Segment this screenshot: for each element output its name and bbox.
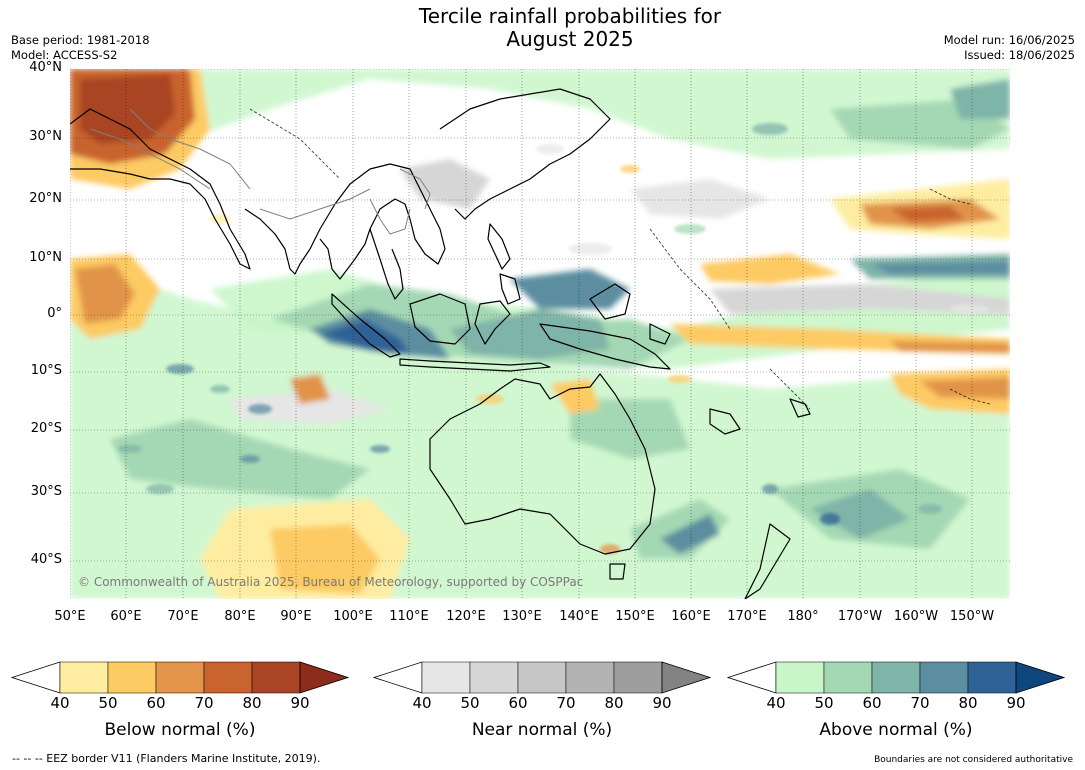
map-title: Tercile rainfall probabilities for August…	[0, 5, 1085, 51]
lon-label: 170°W	[837, 609, 883, 624]
lat-label: 10°N	[29, 250, 62, 265]
lon-label: 170°E	[727, 609, 767, 624]
colorbar-graphic	[726, 661, 1066, 694]
lat-label: 20°N	[29, 191, 62, 206]
colorbar-3	[726, 661, 1066, 698]
colorbar-tick-label: 40	[412, 694, 432, 712]
colorbar-tick-label: 90	[1006, 694, 1026, 712]
colorbar-swatch	[823, 661, 873, 694]
colorbar-arrow-left-icon	[372, 661, 423, 694]
coastlines	[70, 88, 811, 599]
eez-legend-note: -- -- -- EEZ border V11 (Flanders Marine…	[12, 752, 321, 765]
colorbar-tick-label: 70	[556, 694, 576, 712]
colorbar-tick-label: 60	[508, 694, 528, 712]
lon-label: 130°E	[502, 609, 542, 624]
colorbar-tick-label: 40	[50, 694, 70, 712]
lat-label: 40°S	[30, 552, 62, 567]
colorbar-swatch	[469, 661, 519, 694]
colorbar-arrow-right-icon	[661, 661, 712, 694]
colorbar-swatch	[871, 661, 921, 694]
colorbar-swatch	[967, 661, 1017, 694]
colorbar-swatch	[565, 661, 615, 694]
lon-label: 90°E	[280, 609, 312, 624]
colorbar-tick-label: 80	[958, 694, 978, 712]
lon-label: 180°	[787, 609, 819, 624]
map-title-line-2: August 2025	[506, 27, 634, 51]
colorbar-arrow-right-icon	[1015, 661, 1066, 694]
colorbar-arrow-left-icon	[10, 661, 61, 694]
colorbar-tick-label: 50	[814, 694, 834, 712]
eez-borders	[249, 108, 991, 410]
lon-label: 150°E	[615, 609, 655, 624]
colorbar-tick-label: 70	[194, 694, 214, 712]
lon-label: 70°E	[167, 609, 199, 624]
colorbar-arrow-right-icon	[299, 661, 350, 694]
boundaries-disclaimer: Boundaries are not considered authoritat…	[874, 755, 1073, 765]
lon-label: 120°E	[446, 609, 486, 624]
base-period: Base period: 1981-2018	[11, 33, 150, 47]
colorbar-tick-label: 90	[290, 694, 310, 712]
lat-label: 10°S	[30, 363, 62, 378]
probability-field	[70, 69, 1010, 599]
colorbar-swatch	[775, 661, 825, 694]
lat-lon-grid	[70, 69, 1010, 599]
colorbar-title: Near normal (%)	[471, 720, 613, 740]
colorbar-tick-label: 80	[242, 694, 262, 712]
colorbar-swatch	[59, 661, 109, 694]
lon-label: 140°E	[559, 609, 599, 624]
colorbar-swatch	[203, 661, 253, 694]
colorbar-title: Above normal (%)	[819, 720, 973, 740]
colorbar-swatch	[517, 661, 567, 694]
lon-label: 110°E	[389, 609, 429, 624]
colorbar-swatch	[107, 661, 157, 694]
colorbar-tick-label: 80	[604, 694, 624, 712]
lon-label: 160°W	[893, 609, 939, 624]
lat-label: 30°N	[29, 129, 62, 144]
lat-label: 20°S	[30, 421, 62, 436]
lat-label: 0°	[47, 306, 62, 321]
lon-label: 60°E	[110, 609, 142, 624]
colorbar-swatch	[613, 661, 663, 694]
issued-date: Issued: 18/06/2025	[964, 48, 1075, 62]
lat-label: 30°S	[30, 484, 62, 499]
colorbar-tick-label: 90	[652, 694, 672, 712]
colorbar-arrow-left-icon	[726, 661, 777, 694]
colorbar-graphic	[10, 661, 350, 694]
colorbar-1	[10, 661, 350, 698]
colorbar-swatch	[155, 661, 205, 694]
lon-label: 160°E	[671, 609, 711, 624]
colorbar-tick-label: 40	[766, 694, 786, 712]
model-run: Model run: 16/06/2025	[943, 33, 1075, 47]
meta-right: Model run: 16/06/2025 Issued: 18/06/2025	[944, 33, 1075, 63]
country-borders	[89, 108, 431, 235]
colorbar-graphic	[372, 661, 712, 694]
model-name: Model: ACCESS-S2	[11, 48, 118, 62]
colorbar-tick-label: 60	[146, 694, 166, 712]
colorbar-tick-label: 60	[862, 694, 882, 712]
colorbar-title: Below normal (%)	[104, 720, 256, 740]
meta-left: Base period: 1981-2018 Model: ACCESS-S2	[11, 33, 150, 63]
rainfall-map	[70, 69, 1010, 599]
lon-label: 80°E	[224, 609, 256, 624]
lon-label: 100°E	[333, 609, 373, 624]
colorbar-tick-label: 50	[460, 694, 480, 712]
colorbar-2	[372, 661, 712, 698]
colorbar-swatch	[919, 661, 969, 694]
colorbar-tick-label: 70	[910, 694, 930, 712]
lon-label: 50°E	[54, 609, 86, 624]
map-canvas	[70, 69, 1010, 599]
map-title-line-1: Tercile rainfall probabilities for	[418, 4, 722, 28]
lon-label: 150°W	[949, 609, 995, 624]
colorbar-swatch	[421, 661, 471, 694]
colorbar-swatch	[251, 661, 301, 694]
copyright-notice: © Commonwealth of Australia 2025, Bureau…	[78, 575, 584, 589]
colorbar-tick-label: 50	[98, 694, 118, 712]
lat-label: 40°N	[29, 60, 62, 75]
